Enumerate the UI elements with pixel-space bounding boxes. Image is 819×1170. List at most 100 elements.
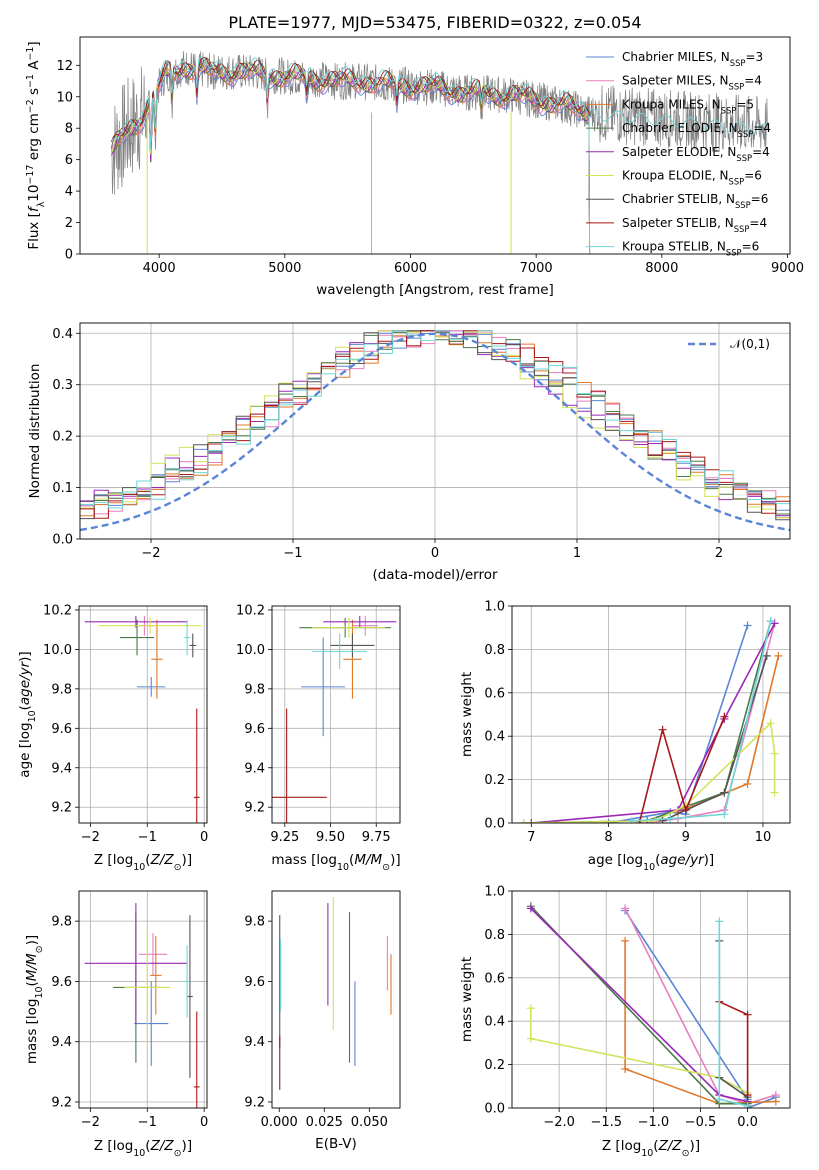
data-point-marker	[774, 651, 783, 660]
mass-weight-line	[529, 1008, 748, 1094]
x-tick-label: 1	[573, 546, 581, 561]
plot-area	[84, 903, 200, 1108]
grid-lines	[79, 606, 207, 823]
x-tick-label: 0.000	[261, 1115, 298, 1130]
data-point-marker	[715, 1095, 724, 1104]
y-tick-label: 10.2	[43, 603, 72, 618]
y-tick-label: 9.2	[244, 801, 265, 816]
data-point-marker	[681, 805, 690, 814]
x-tick-label: −2	[81, 830, 100, 845]
model-line	[110, 59, 591, 254]
model-line	[110, 57, 591, 254]
x-tick-label: 0.050	[351, 1115, 388, 1130]
y-tick-label: 9.8	[244, 682, 265, 697]
x-axis-label: (data-model)/error	[372, 567, 498, 583]
axes-frame	[78, 890, 208, 1109]
y-tick-label: 9.4	[51, 1035, 72, 1050]
y-tick-label: 0.2	[52, 430, 73, 445]
x-axis-label: Z [log10(Z/Z⊙)]	[602, 1138, 700, 1159]
y-tick-label: 0.1	[52, 481, 73, 496]
legend-label: Kroupa STELIB, NSSP=6	[622, 240, 759, 258]
y-tick-label: 6	[65, 153, 73, 168]
plot-area	[272, 615, 397, 823]
y-tick-label: 9.4	[244, 1035, 265, 1050]
legend-label: Salpeter ELODIE, NSSP=4	[622, 145, 770, 163]
x-tick-label: 2	[715, 546, 723, 561]
plot-area	[80, 330, 790, 532]
x-tick-label: 0.025	[306, 1115, 343, 1130]
x-tick-label: −2	[81, 1115, 100, 1130]
histogram-series	[80, 330, 790, 509]
y-tick-label: 10.0	[43, 643, 72, 658]
x-tick-label: −2	[141, 546, 160, 561]
y-axis-label: mass weight	[459, 957, 475, 1042]
y-tick-label: 0.0	[484, 817, 505, 832]
y-tick-label: 0.0	[52, 533, 73, 548]
x-tick-label: 8000	[645, 261, 678, 276]
x-axis-label: age [log10(age/yr)]	[588, 852, 714, 873]
mass-weight-line	[718, 940, 749, 1106]
y-tick-label: 10.2	[236, 603, 265, 618]
x-tick-label: 0	[200, 830, 208, 845]
x-tick-label: −2.0	[543, 1115, 575, 1130]
y-tick-label: 9.2	[244, 1095, 265, 1110]
x-tick-label: −0.5	[685, 1115, 717, 1130]
y-axis-label: mass weight	[459, 672, 475, 757]
x-tick-label: 0	[200, 1115, 208, 1130]
model-line	[111, 63, 591, 254]
data-spectrum	[111, 51, 768, 195]
ticks: 7 8 9 10 0.0 0.2 0.4 0.6 0.8 1.0	[484, 600, 771, 846]
x-tick-label: 9.50	[316, 830, 345, 845]
chart-age_vs_Z: −2 −1 0 9.2 9.4 9.6 9.8 10.0 10.2 Z [log10(Z/Z⊙)]…	[17, 603, 208, 872]
legend-label: Kroupa ELODIE, NSSP=6	[622, 169, 762, 187]
legend-label: Chabrier MILES, NSSP=3	[622, 50, 763, 68]
x-tick-label: 0.0	[737, 1115, 758, 1130]
y-tick-label: 9.6	[244, 722, 265, 737]
legend: 𝒩(0,1)	[688, 337, 770, 351]
mass-weight-line	[608, 625, 749, 823]
x-axis-label: E(B-V)	[315, 1136, 357, 1152]
y-tick-label: 9.8	[51, 915, 72, 930]
grid-lines	[80, 323, 790, 540]
y-tick-label: 9.6	[51, 722, 72, 737]
x-tick-label: 9000	[771, 261, 804, 276]
legend-label: Kroupa MILES, NSSP=5	[622, 97, 754, 115]
y-tick-label: 0.3	[52, 378, 73, 393]
y-tick-label: 4	[65, 185, 73, 200]
data-point-marker	[770, 788, 779, 797]
y-axis-label: Flux [fλ10−17 erg cm−2 s−1 A−1]	[25, 41, 47, 249]
x-tick-label: −1	[138, 830, 157, 845]
chart-residuals: −2 −1 0 1 2 0.0 0.1 0.2 0.3 0.4 (data-model)/error…	[27, 322, 791, 583]
ticks: 4000 5000 6000 7000 8000 9000 0 2 4 6 8 10 12	[56, 59, 804, 276]
axes-frame	[511, 605, 791, 824]
y-tick-label: 9.6	[51, 975, 72, 990]
data-point-marker	[766, 719, 775, 728]
legend-label: Chabrier ELODIE, NSSP=4	[622, 121, 771, 139]
x-tick-label: 6000	[394, 261, 427, 276]
legend-label: 𝒩(0,1)	[730, 337, 770, 351]
x-tick-label: 10	[755, 830, 772, 845]
data-point-marker	[527, 819, 536, 823]
y-tick-label: 0.8	[484, 928, 505, 943]
mass-weight-line	[646, 623, 776, 823]
x-axis-label: mass [log10(M/M⊙)]	[271, 852, 400, 873]
x-tick-label: 5000	[268, 261, 301, 276]
data-point-marker	[770, 619, 779, 628]
x-tick-label: 0	[431, 546, 439, 561]
y-tick-label: 9.2	[51, 801, 72, 816]
ticks: −2 −1 0 9.2 9.4 9.6 9.8 10.0 10.2	[43, 603, 208, 845]
data-point-marker	[526, 1004, 535, 1013]
y-tick-label: 0.0	[484, 1102, 505, 1117]
axes-frame	[78, 605, 208, 824]
legend-label: Chabrier STELIB, NSSP=6	[622, 192, 768, 210]
data-point-marker	[715, 917, 724, 926]
data-point-marker	[526, 1034, 535, 1043]
x-tick-label: −1.5	[590, 1115, 622, 1130]
data-point-marker	[743, 1010, 752, 1019]
axes-frame	[271, 890, 401, 1109]
y-tick-label: 9.4	[51, 761, 72, 776]
x-tick-label: −1	[138, 1115, 157, 1130]
data-point-marker	[743, 779, 752, 788]
y-tick-label: 0.2	[484, 1058, 505, 1073]
